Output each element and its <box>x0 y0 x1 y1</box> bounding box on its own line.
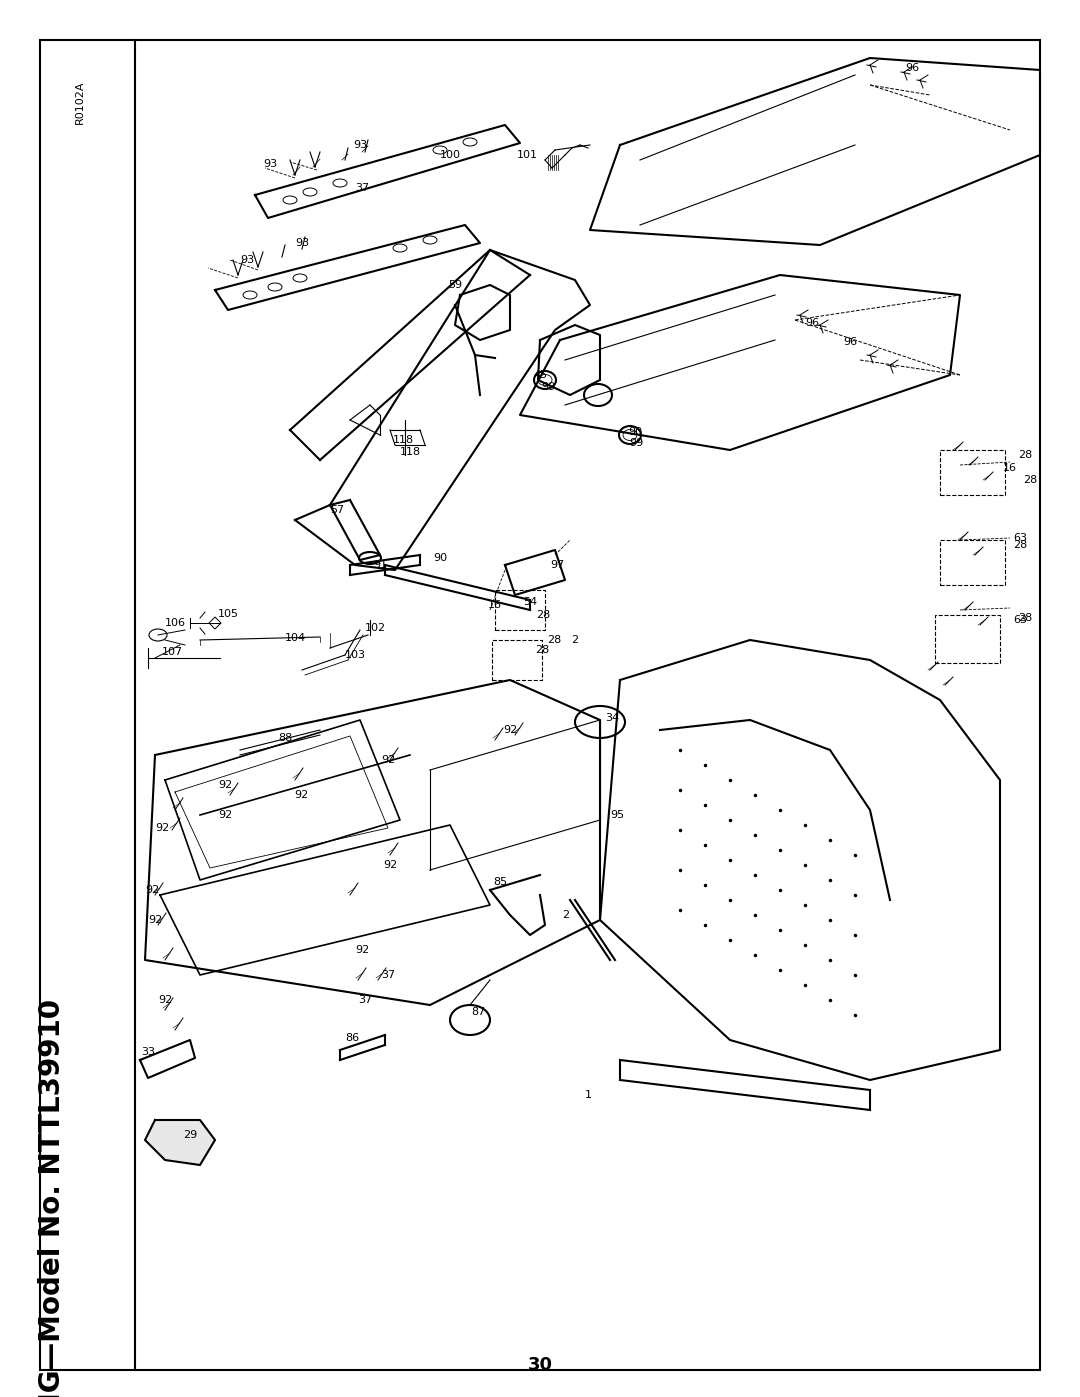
Text: 2: 2 <box>563 909 569 921</box>
Text: 2: 2 <box>571 636 579 645</box>
Bar <box>935 615 1000 664</box>
Text: 88: 88 <box>278 733 292 743</box>
Text: 99: 99 <box>629 439 643 448</box>
Text: 90: 90 <box>433 553 447 563</box>
Text: 92: 92 <box>158 995 172 1004</box>
Text: 1: 1 <box>584 1090 592 1099</box>
Text: 92: 92 <box>355 944 369 956</box>
Text: 93: 93 <box>262 159 278 169</box>
Text: 33: 33 <box>141 1046 156 1058</box>
Text: 16: 16 <box>1003 462 1017 474</box>
Text: 99: 99 <box>541 381 555 393</box>
Text: 57: 57 <box>329 504 345 515</box>
Text: 63: 63 <box>1013 615 1027 624</box>
Text: 28: 28 <box>1013 541 1027 550</box>
Text: 63: 63 <box>1013 534 1027 543</box>
Text: 37: 37 <box>381 970 395 981</box>
Text: 87: 87 <box>471 1007 485 1017</box>
Bar <box>940 541 1005 585</box>
Text: 86: 86 <box>345 1032 359 1044</box>
Text: 92: 92 <box>148 915 162 925</box>
Text: 118: 118 <box>392 434 414 446</box>
Text: 28: 28 <box>536 610 550 620</box>
Polygon shape <box>145 1120 215 1165</box>
Text: 92: 92 <box>218 810 232 820</box>
Text: 28: 28 <box>546 636 562 645</box>
Text: 28: 28 <box>535 645 549 655</box>
Text: 101: 101 <box>516 149 538 161</box>
Text: 28: 28 <box>1023 475 1037 485</box>
Text: 90: 90 <box>627 427 643 437</box>
Text: 91: 91 <box>373 560 387 570</box>
Bar <box>495 590 545 630</box>
Text: 97: 97 <box>550 560 564 570</box>
Text: 92: 92 <box>145 886 159 895</box>
Text: 96: 96 <box>842 337 858 346</box>
Text: 85: 85 <box>492 877 508 887</box>
Text: 96: 96 <box>905 63 919 73</box>
Text: 93: 93 <box>353 140 367 149</box>
Text: 54: 54 <box>523 597 537 608</box>
Text: 37: 37 <box>355 183 369 193</box>
Text: 45: 45 <box>532 370 548 380</box>
Text: 16: 16 <box>488 599 502 610</box>
Text: 59: 59 <box>448 279 462 291</box>
Bar <box>940 450 1005 495</box>
Text: 92: 92 <box>294 789 308 800</box>
Text: EXPLODED DRAWING—Model No. NTTL39910: EXPLODED DRAWING—Model No. NTTL39910 <box>38 999 66 1397</box>
Text: 106: 106 <box>164 617 186 629</box>
Text: 93: 93 <box>240 256 254 265</box>
Text: 37: 37 <box>357 995 373 1004</box>
Text: 118: 118 <box>400 447 420 457</box>
Text: 28: 28 <box>1017 613 1032 623</box>
Text: 105: 105 <box>217 609 239 619</box>
Text: 28: 28 <box>1017 450 1032 460</box>
Text: R0102A: R0102A <box>75 80 85 123</box>
Text: 30: 30 <box>527 1356 553 1375</box>
Text: 100: 100 <box>440 149 460 161</box>
Text: 92: 92 <box>383 861 397 870</box>
Text: 104: 104 <box>284 633 306 643</box>
Text: 92: 92 <box>218 780 232 789</box>
Text: 92: 92 <box>503 725 517 735</box>
Text: 103: 103 <box>345 650 365 659</box>
Text: 34: 34 <box>605 712 619 724</box>
Text: 92: 92 <box>381 754 395 766</box>
Text: 102: 102 <box>364 623 386 633</box>
Bar <box>492 640 542 680</box>
Text: 95: 95 <box>610 810 624 820</box>
Text: 96: 96 <box>805 319 819 328</box>
Text: 93: 93 <box>295 237 309 249</box>
Text: 92: 92 <box>154 823 170 833</box>
Text: 107: 107 <box>161 647 183 657</box>
Text: 29: 29 <box>183 1130 198 1140</box>
